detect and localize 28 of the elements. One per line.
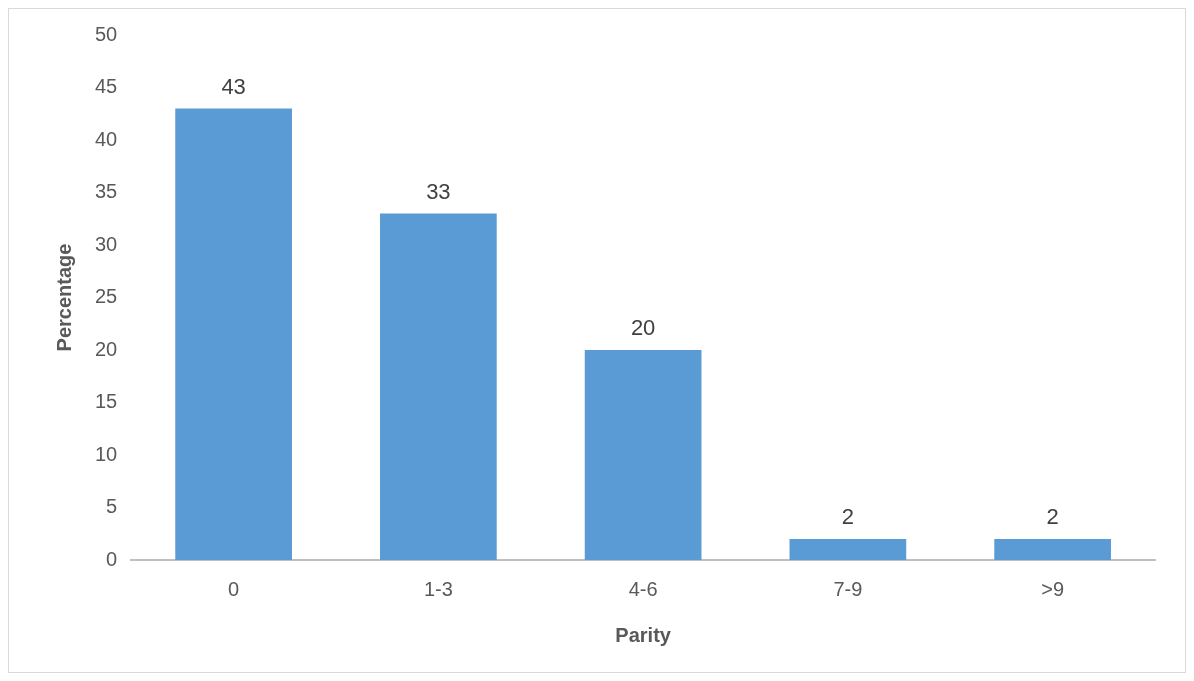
- y-axis-title: Percentage: [52, 243, 75, 352]
- y-tick-label: 10: [95, 442, 118, 465]
- x-tick-label: >9: [1041, 577, 1065, 600]
- data-label: 2: [1046, 504, 1059, 530]
- x-tick-label: 4-6: [628, 577, 658, 600]
- y-tick-label: 25: [95, 285, 118, 308]
- bar: [380, 213, 497, 560]
- data-label: 2: [841, 504, 854, 530]
- data-label: 43: [221, 73, 246, 99]
- y-tick-label: 35: [95, 180, 118, 203]
- y-tick-label: 5: [106, 495, 118, 518]
- y-tick-label: 0: [106, 547, 118, 570]
- x-axis-title: Parity: [615, 623, 672, 646]
- bar: [789, 539, 907, 560]
- bar: [175, 108, 292, 560]
- y-tick-label: 40: [95, 127, 118, 150]
- bar: [994, 539, 1111, 560]
- data-label: 20: [630, 315, 656, 341]
- y-tick-label: 20: [95, 337, 118, 360]
- y-tick-label: 45: [95, 75, 118, 98]
- x-tick-label: 0: [228, 577, 240, 600]
- bar: [584, 350, 702, 560]
- y-tick-label: 30: [95, 232, 118, 255]
- y-tick-label: 15: [95, 390, 118, 413]
- y-tick-label: 50: [95, 22, 118, 45]
- data-label: 33: [426, 178, 451, 204]
- x-tick-label: 7-9: [833, 577, 863, 600]
- x-tick-label: 1-3: [423, 577, 453, 600]
